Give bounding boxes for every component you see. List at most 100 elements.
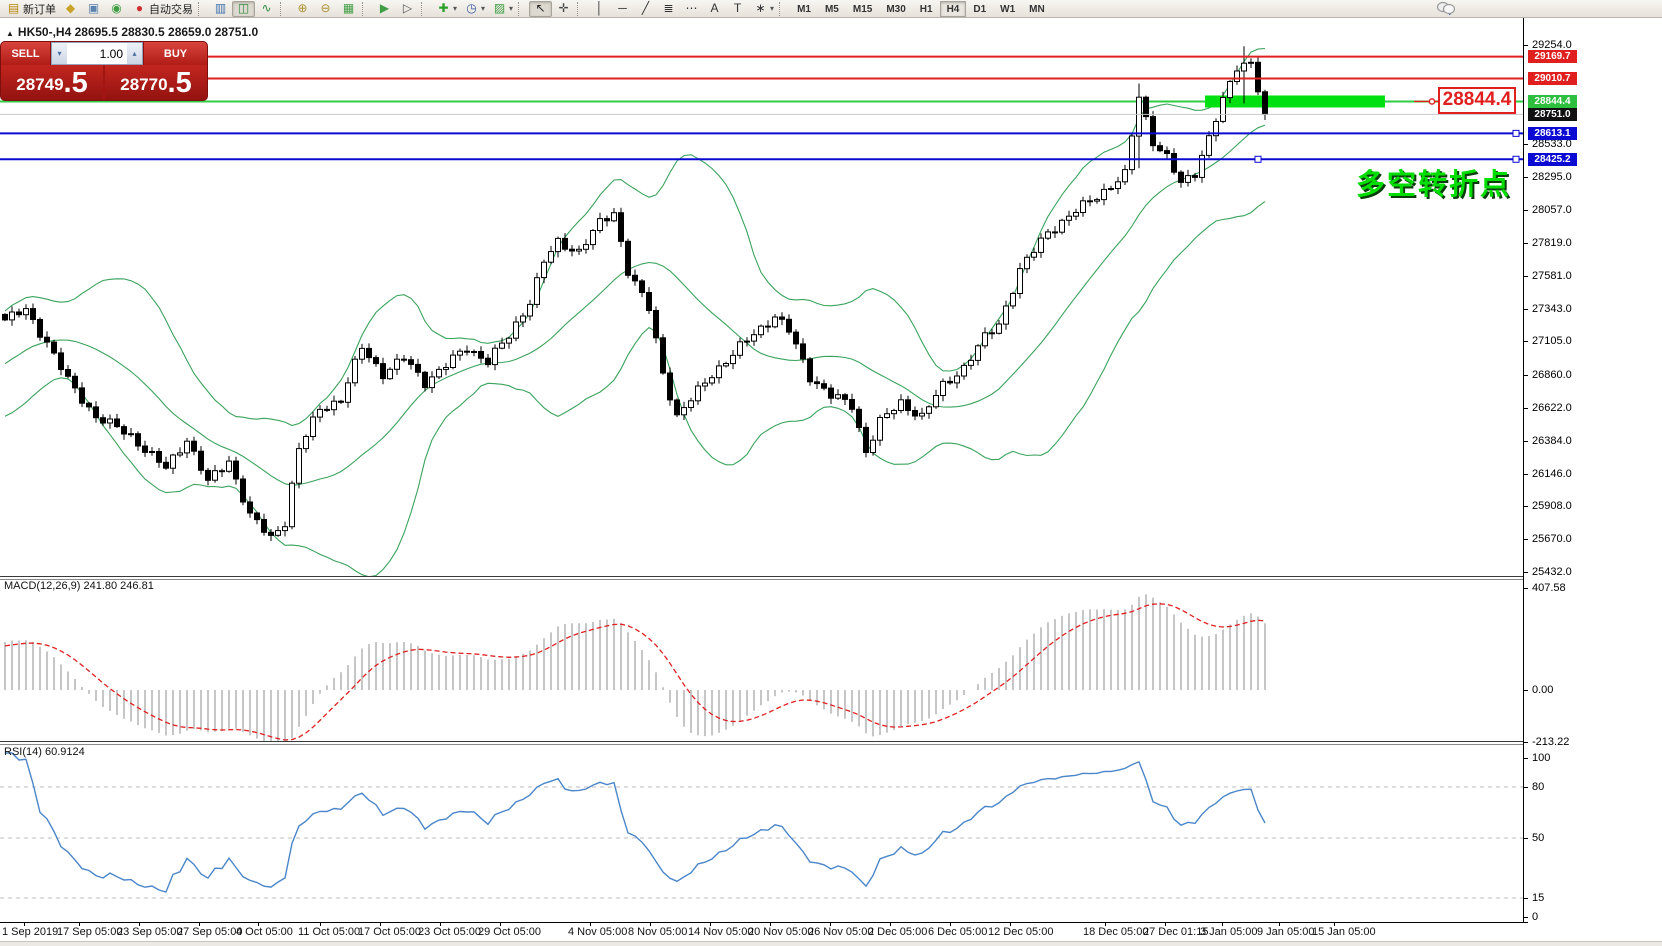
buy-button[interactable]: BUY [143,42,207,65]
time-axis-label: 2 Dec 05:00 [868,926,928,938]
timeframe-h4[interactable]: H4 [939,0,967,17]
auto-scroll-icon: ▶ [379,1,390,15]
cursor-icon: ↖ [535,1,546,15]
vertical-line-icon: │ [595,1,604,15]
time-tick-mark [1165,922,1166,926]
time-axis-label: 17 Oct 05:00 [358,926,421,938]
time-tick-mark [1105,922,1106,926]
volume-decrease-button[interactable]: ▾ [52,43,67,64]
axis-tick-mark [1524,242,1528,244]
macd-panel-divider[interactable] [0,576,1523,577]
time-axis[interactable]: 1 Sep 2019 17 Sep 05:00 23 Sep 05:00 27 Sep… [0,922,1528,941]
price-axis-label: 26146.0 [1532,467,1572,480]
timeframe-m5[interactable]: M5 [824,3,839,15]
timeframe-m15[interactable]: M15 [852,3,873,15]
crosshair-button[interactable]: ✛ [552,1,575,17]
axis-tick-mark [1524,177,1528,179]
fibonacci-button[interactable]: ⋯ [680,1,703,17]
terminal-button[interactable]: ▣ [82,1,105,17]
tile-windows-button[interactable]: ▦ [337,1,360,17]
ohlc-text: HK50-,H4 28695.5 28830.5 28659.0 28751.0 [17,25,259,39]
eraser-button[interactable]: ◆ [59,1,82,17]
rsi-canvas[interactable] [0,745,1523,922]
line-chart-icon: ∿ [261,1,272,15]
time-tick-mark [830,922,831,926]
toolbar-separator [577,1,586,16]
vertical-line-button[interactable]: │ [588,1,611,17]
cursor-button[interactable]: ↖ [529,0,553,17]
text-label-icon: T [733,1,742,15]
indicators-button[interactable]: ✚ ▾ [432,1,460,17]
axis-tick-mark [1524,144,1528,146]
timeframe-mn[interactable]: MN [1029,3,1045,15]
periods-button[interactable]: ◷ ▾ [460,1,488,17]
bar-chart-button[interactable]: ▥ [209,1,232,17]
time-tick-mark [320,922,321,926]
macd-canvas[interactable] [0,579,1523,741]
time-axis-label: 4 Nov 05:00 [568,926,628,938]
price-axis-label: 26860.0 [1532,369,1572,382]
rsi-axis-label: 80 [1532,781,1545,793]
line-handle[interactable] [1254,155,1262,163]
zoom-out-button[interactable]: ⊖ [314,1,337,17]
volume-input[interactable] [67,43,127,64]
price-callout-label[interactable]: 28844.4 [1438,87,1516,114]
sell-button[interactable]: SELL [1,42,51,65]
price-axis-label: 27581.0 [1532,269,1572,282]
price-axis[interactable]: 29254.0 28533.0 28295.0 28057.0 27819.0 27581… [1524,18,1662,923]
timeframe-m1[interactable]: M1 [797,3,811,15]
arrows-button[interactable]: ∗ ▾ [749,1,777,17]
chart-shift-button[interactable]: ▷ [396,1,419,17]
price-badge-28844.4: 28844.4 [1528,95,1577,108]
signals-button[interactable]: ◉ [105,1,128,17]
time-axis-label: 27 Sep 05:00 [177,926,243,938]
toolbar-separator [421,1,430,16]
dropdown-caret-icon: ▾ [481,4,486,13]
auto-scroll-button[interactable]: ▶ [373,1,396,17]
time-tick-mark [139,922,140,926]
sell-price-frac: .5 [63,67,88,99]
sell-price-main: 28749 [16,75,64,94]
candlestick-chart-button[interactable]: ◫ [232,0,255,17]
axis-tick-mark [1524,210,1528,212]
time-tick-mark [1010,922,1011,926]
equidistant-channel-button[interactable]: ≣ [657,1,680,17]
text-label-button[interactable]: T [726,1,749,17]
bollinger-middle-band [4,124,1266,486]
autotrading-button[interactable]: ● 自动交易 [128,1,196,17]
timeframe-h1[interactable]: H1 [919,3,933,15]
turning-point-note[interactable]: 多空转折点 [1356,169,1512,201]
signals-icon: ◉ [111,1,122,15]
trendline-button[interactable]: ╱ [634,1,657,17]
price-badge-28425.2: 28425.2 [1528,152,1577,166]
rsi-axis-label: 0 [1532,911,1539,923]
axis-tick-mark [1524,275,1528,277]
time-tick-mark [380,922,381,926]
line-handle[interactable] [1512,155,1520,163]
rsi-panel-divider[interactable] [0,741,1523,742]
timeframe-d1[interactable]: D1 [973,3,987,15]
window-bottom-edge [0,941,1662,946]
zoom-in-button[interactable]: ⊕ [291,1,314,17]
buy-price[interactable]: 28770.5 [105,65,207,100]
symbol-marker-icon: ▲ [6,29,14,38]
autotrading-button-label: 自动交易 [149,3,193,16]
text-button[interactable]: A [703,1,726,17]
sell-price[interactable]: 28749.5 [1,65,103,100]
time-axis-label: 23 Sep 05:00 [117,926,183,938]
highlight-zone-rect[interactable] [1205,95,1385,108]
new-order-button[interactable]: ▤ 新订单 [2,1,59,17]
rsi-label: RSI(14) 60.9124 [4,746,85,758]
horizontal-line-button[interactable]: ─ [611,1,634,17]
tile-windows-icon: ▦ [342,1,355,15]
timeframe-m30[interactable]: M30 [886,3,906,15]
time-axis-label: 23 Oct 05:00 [418,926,481,938]
buy-price-frac: .5 [167,67,192,99]
axis-tick-mark [1524,45,1528,46]
line-handle[interactable] [1512,129,1520,137]
timeframe-w1[interactable]: W1 [1000,3,1016,15]
main-chart-canvas[interactable] [0,18,1523,577]
templates-button[interactable]: ▨ ▾ [488,1,516,17]
line-chart-button[interactable]: ∿ [255,1,278,17]
volume-increase-button[interactable]: ▴ [127,43,142,64]
